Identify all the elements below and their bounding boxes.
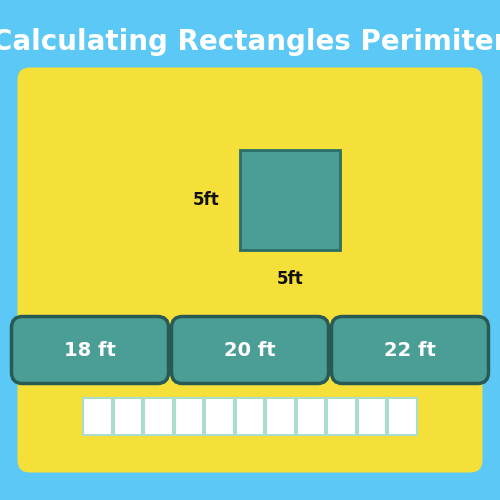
Bar [358, 398, 386, 435]
Bar [236, 398, 264, 435]
Text: 5ft: 5ft [193, 191, 220, 209]
Bar [144, 398, 173, 435]
Bar [114, 398, 142, 435]
Text: 22 ft: 22 ft [384, 340, 436, 359]
FancyBboxPatch shape [12, 316, 168, 384]
FancyBboxPatch shape [18, 68, 482, 472]
Text: Calculating Rectangles Perimiter: Calculating Rectangles Perimiter [0, 28, 500, 56]
Bar [296, 398, 325, 435]
Bar [327, 398, 356, 435]
Bar [240, 150, 340, 250]
Bar [175, 398, 203, 435]
Text: 5ft: 5ft [276, 270, 303, 288]
Bar [266, 398, 295, 435]
FancyBboxPatch shape [172, 316, 328, 384]
Text: 18 ft: 18 ft [64, 340, 116, 359]
Bar [388, 398, 417, 435]
Text: 20 ft: 20 ft [224, 340, 276, 359]
FancyBboxPatch shape [332, 316, 488, 384]
Bar [206, 398, 234, 435]
Bar [83, 398, 112, 435]
